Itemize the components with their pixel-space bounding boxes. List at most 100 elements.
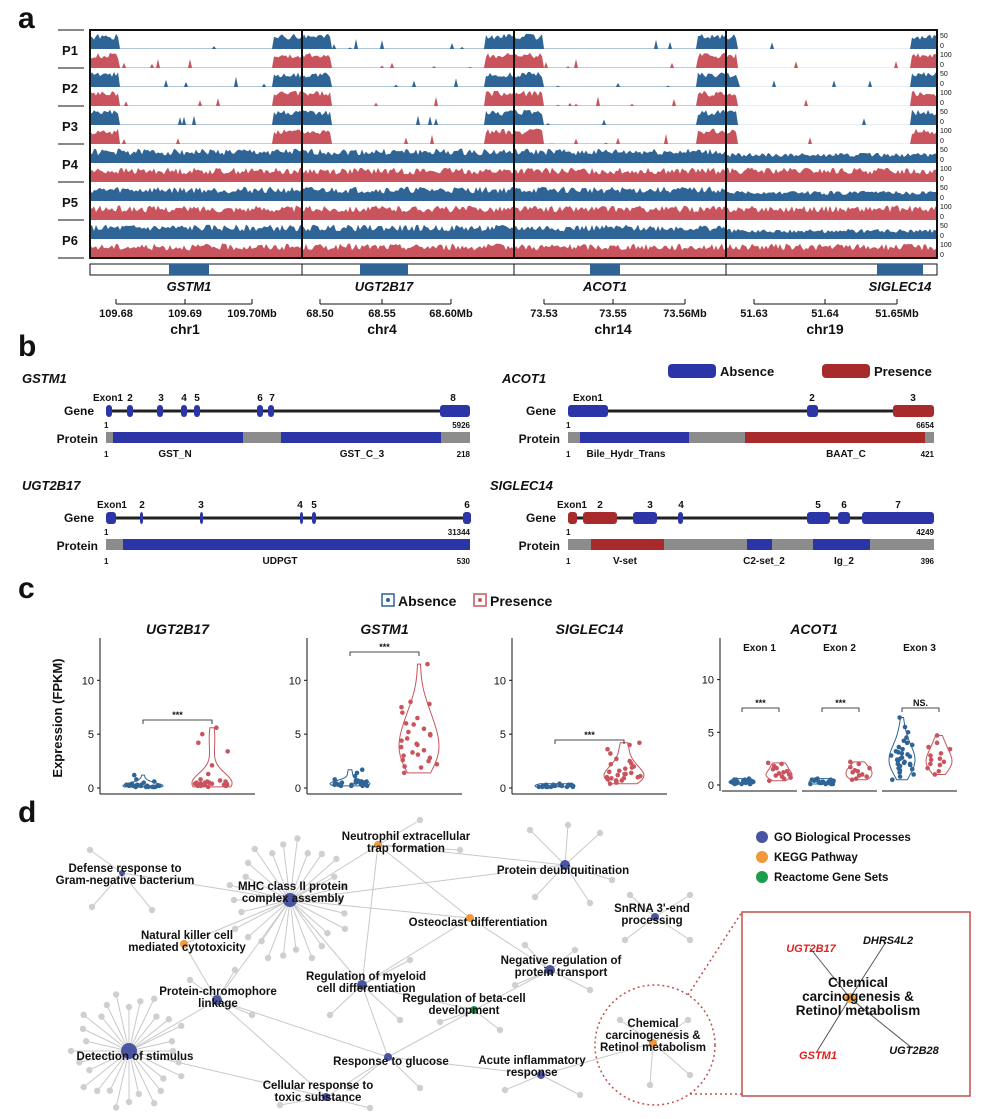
term-label: Defense response to Gram-negative bacteri… (56, 863, 195, 887)
coverage-area (726, 72, 937, 87)
presence-point (628, 760, 634, 766)
presence-point (856, 761, 862, 767)
edge (361, 917, 471, 986)
protein-row-label: Protein (57, 539, 98, 553)
presence-point (198, 777, 203, 782)
zoom-center-label: Chemical carcinogenesis & Retinol metaboli… (796, 975, 921, 1018)
edge (654, 916, 691, 941)
presence-point (928, 753, 933, 758)
absence-point (909, 742, 915, 748)
scale-min: 0 (940, 214, 944, 221)
gene-node (157, 1087, 164, 1095)
exon-7 (268, 405, 274, 417)
network-edges (71, 819, 691, 1109)
exon-label-4: 4 (678, 500, 684, 511)
gene-node (269, 850, 276, 857)
presence-point (209, 763, 215, 768)
sample-label-P3: P3 (62, 119, 78, 134)
edge (289, 876, 335, 901)
edge (128, 999, 218, 1052)
coverage-track-P4-presence (90, 167, 937, 182)
edge (216, 899, 291, 1001)
genomic-tick-label: 109.70Mb (227, 308, 277, 320)
scale-min: 0 (940, 138, 944, 145)
presence-point (404, 736, 410, 741)
presence-point (781, 770, 786, 775)
presence-point (936, 769, 942, 774)
edge (387, 1056, 421, 1089)
absence-point (134, 777, 139, 782)
genomic-tick-label: 51.65Mb (875, 308, 919, 320)
edge (504, 1074, 542, 1091)
coverage-area (726, 34, 937, 49)
coverage-area (514, 128, 726, 144)
exon-label-8: 8 (450, 393, 456, 404)
gene-node (231, 925, 239, 933)
term-label: Response to glucose (333, 1056, 449, 1068)
presence-point (864, 774, 869, 779)
presence-point (934, 740, 940, 746)
scale-max: 50 (940, 109, 948, 116)
gene-node (153, 1013, 160, 1020)
edge (377, 819, 421, 846)
genomic-tick-label: 68.50 (306, 308, 334, 320)
edge (377, 844, 461, 851)
gene-node (112, 991, 120, 998)
presence-point (605, 746, 610, 752)
absence-point (827, 780, 833, 786)
coverage-track-P1-absence (90, 33, 937, 49)
gene-node (318, 942, 326, 950)
edge (289, 844, 379, 901)
gene-node (80, 1011, 87, 1019)
protein-row-label: Protein (519, 432, 560, 446)
presence-point (848, 764, 853, 770)
scale-max: 100 (940, 204, 952, 211)
absence-point (734, 780, 739, 786)
edge (289, 838, 298, 901)
exon-label-5: 5 (311, 500, 317, 511)
gene-node (186, 976, 194, 984)
presence-point (206, 780, 212, 785)
presence-point (850, 770, 855, 775)
exon-label-1: Exon1 (557, 500, 587, 511)
coverage-area (514, 167, 726, 182)
edge (387, 1009, 475, 1058)
panel-label-a: a (18, 2, 35, 35)
domain-label-UDPGT: UDPGT (263, 556, 298, 567)
gene-node (280, 841, 287, 848)
exon-2 (807, 405, 818, 417)
gene-start-coord: 1 (566, 421, 571, 430)
presence-violin (398, 663, 440, 774)
absence-point (349, 782, 354, 788)
y-tick-label: 5 (88, 729, 94, 741)
coverage-area (302, 205, 514, 220)
exon-label-6: 6 (464, 500, 470, 511)
presence-point (616, 768, 622, 774)
genomic-tick-label: 68.60Mb (429, 308, 473, 320)
gene-node (304, 850, 311, 857)
edge (189, 979, 218, 1001)
gene-node (175, 1059, 182, 1066)
term-node (374, 841, 382, 849)
significance-bracket (142, 719, 213, 724)
protein-end-coord: 396 (921, 557, 935, 566)
scale-max: 100 (940, 128, 952, 135)
edge (115, 994, 130, 1052)
gene-node (318, 850, 326, 858)
gene-node (521, 941, 529, 949)
legend-label-2: KEGG Pathway (774, 852, 858, 864)
gene-node (292, 946, 300, 953)
gene-node (231, 966, 239, 974)
coverage-track-P5-presence (90, 205, 937, 220)
coverage-area (302, 90, 514, 106)
term-node (466, 914, 474, 922)
presence-point (629, 765, 635, 770)
protein-domain (580, 432, 689, 443)
region-gene-UGT2B17: UGT2B17 (355, 279, 414, 294)
y-tick-label: 0 (295, 783, 301, 795)
presence-point (614, 756, 619, 762)
significance-label: *** (755, 698, 766, 708)
domain-label-C2-set_2: C2-set_2 (743, 556, 785, 567)
protein-domain (745, 432, 925, 443)
edge (289, 864, 566, 901)
